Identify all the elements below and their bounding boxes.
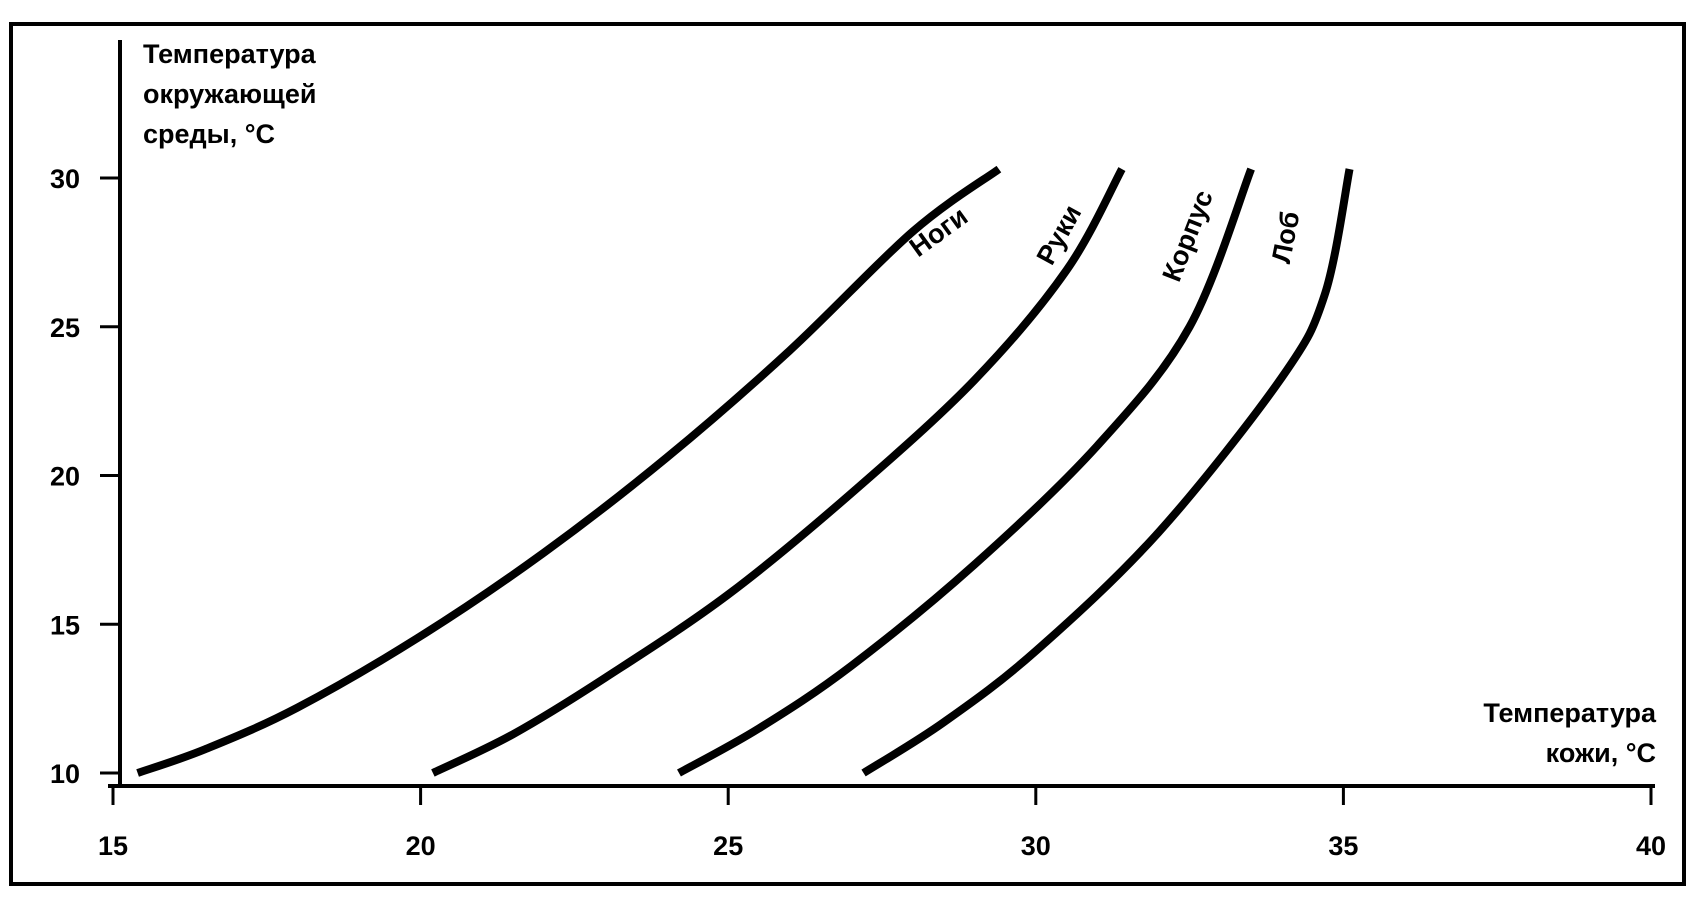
x-tick-label: 35 bbox=[1328, 831, 1358, 861]
x-tick-label: 15 bbox=[98, 831, 128, 861]
x-tick-label: 20 bbox=[406, 831, 436, 861]
y-tick-label: 10 bbox=[50, 759, 80, 789]
y-axis-title-line: среды, °C bbox=[143, 119, 275, 149]
series-lines bbox=[136, 165, 1354, 777]
series-line bbox=[136, 165, 1002, 777]
y-tick-label: 20 bbox=[50, 462, 80, 492]
labels: 10 15 20 25 30 15 20 25 30 35 40 Температура окружаю… bbox=[50, 39, 1666, 861]
series-label: Руки bbox=[1031, 200, 1088, 270]
x-axis-title-line: кожи, °C bbox=[1546, 738, 1656, 768]
y-axis-title-line: Температура bbox=[143, 39, 317, 69]
series-line bbox=[861, 168, 1354, 777]
y-tick-label: 15 bbox=[50, 610, 80, 640]
series-label: Корпус bbox=[1156, 186, 1219, 286]
axes bbox=[100, 40, 1655, 805]
x-tick-label: 30 bbox=[1021, 831, 1051, 861]
y-tick-label: 25 bbox=[50, 313, 80, 343]
series-label: Лоб bbox=[1266, 209, 1306, 266]
x-tick-label: 40 bbox=[1636, 831, 1666, 861]
x-axis-title-line: Температура bbox=[1483, 698, 1657, 728]
y-axis-title-line: окружающей bbox=[143, 79, 316, 109]
series-line bbox=[431, 167, 1126, 777]
y-tick-label: 30 bbox=[50, 164, 80, 194]
chart-frame bbox=[9, 22, 1686, 886]
series-line bbox=[677, 167, 1255, 777]
x-tick-label: 25 bbox=[713, 831, 743, 861]
